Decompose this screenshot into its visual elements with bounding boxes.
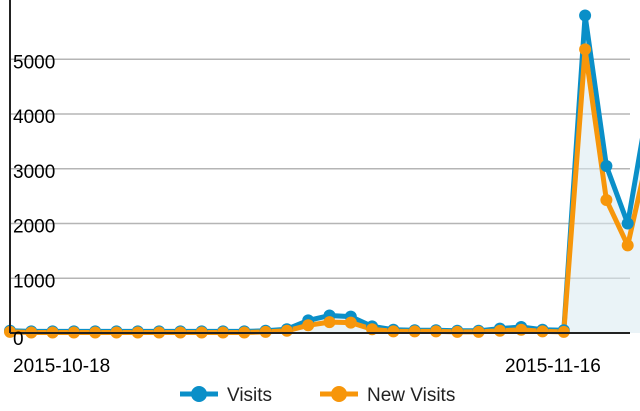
y-tick-label-3000: 3000 [13, 162, 55, 183]
visits-area-fill [10, 15, 640, 333]
visits-legend-label: Visits [227, 385, 272, 406]
new-visits-point [493, 324, 506, 337]
gridlines [10, 58, 630, 280]
new-visits-point [600, 194, 613, 206]
x-tick-label: 2015-11-16 [505, 356, 601, 377]
visits-legend-marker [191, 386, 207, 402]
new-visits-line [9, 46, 640, 335]
new-visits-point [451, 325, 464, 338]
y-tick-label-4000: 4000 [13, 107, 55, 128]
visits-point [600, 160, 613, 172]
y-tick-label-2000: 2000 [13, 217, 55, 238]
new-visits-point [323, 316, 336, 329]
new-visits-legend-marker [331, 386, 347, 402]
new-visits-point [302, 319, 315, 332]
axes [9, 0, 630, 334]
y-tick-label-5000: 5000 [13, 52, 55, 73]
new-visits-point [472, 325, 485, 338]
new-visits-point [280, 324, 293, 337]
new-visits-point [259, 325, 272, 338]
visits-area [10, 15, 640, 333]
new-visits-point [579, 43, 592, 56]
y-axis-tick-labels: 0 1000 2000 3000 4000 5000 [13, 52, 55, 350]
new-visits-point [430, 325, 442, 338]
y-tick-label-0: 0 [13, 329, 24, 350]
new-visits-point [408, 325, 421, 338]
new-visits-point [387, 325, 400, 338]
new-visits-point [344, 316, 357, 329]
x-axis-tick-labels: 2015-10-18 2015-11-16 [13, 356, 601, 377]
new-visits-point [536, 325, 549, 338]
new-visits-point [621, 239, 634, 252]
legend: Visits New Visits [180, 385, 455, 406]
visits-point [579, 9, 592, 22]
visits-point [621, 217, 634, 230]
visits-line [9, 13, 640, 334]
new-visits-point [557, 325, 570, 338]
new-visits-legend-label: New Visits [367, 385, 455, 406]
x-tick-label: 2015-10-18 [13, 356, 110, 377]
y-tick-label-1000: 1000 [13, 271, 55, 292]
series-lines [9, 13, 640, 335]
